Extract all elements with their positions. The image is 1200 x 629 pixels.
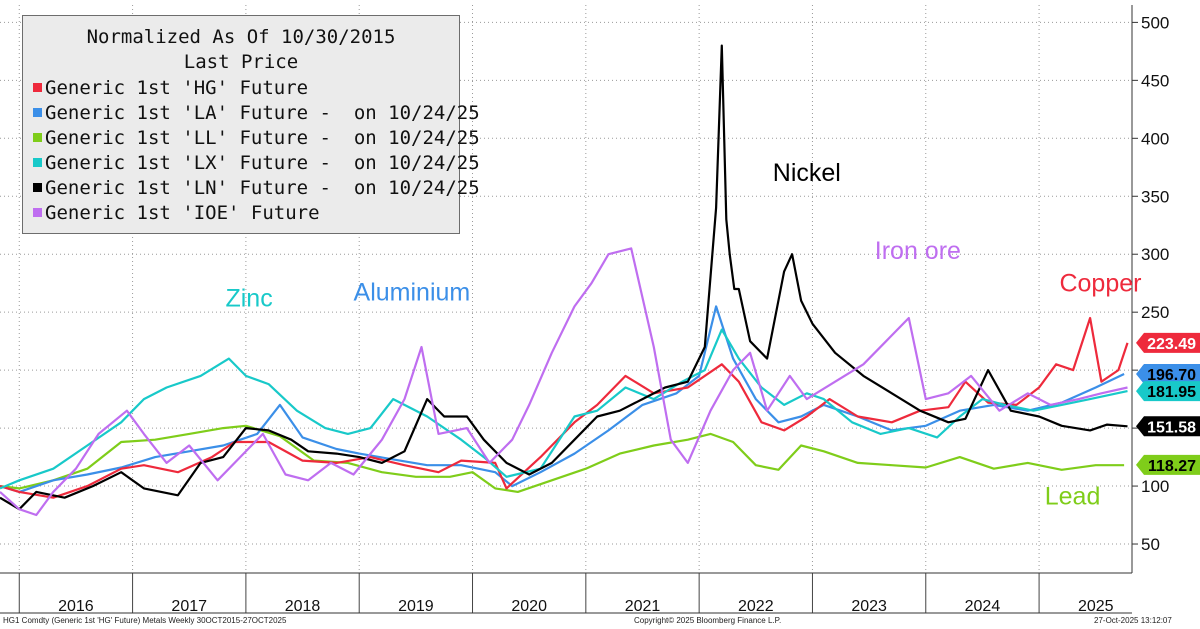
y-tick-label: 50 xyxy=(1141,535,1160,554)
series-line xyxy=(0,44,1128,511)
x-tick-label: 2019 xyxy=(398,598,434,615)
y-tick-label: 400 xyxy=(1141,129,1169,148)
annotation-label: Iron ore xyxy=(875,237,961,265)
last-value-tag: 223.49 xyxy=(1136,332,1200,353)
last-value-tag: 196.70 xyxy=(1136,363,1200,384)
annotation-layer: Nickel Iron ore Copper Zinc Aluminium Lead xyxy=(225,159,1141,510)
x-tick-label: 2023 xyxy=(851,598,887,615)
last-value-tag-bg xyxy=(1136,363,1200,384)
legend-subtitle: Last Price xyxy=(183,51,299,73)
annotation-label: Aluminium xyxy=(354,279,471,307)
last-value-tag-label: 196.70 xyxy=(1147,367,1196,384)
last-value-tag-label: 181.95 xyxy=(1147,384,1196,401)
y-tick-label: 250 xyxy=(1141,303,1169,322)
x-tick-label: 2017 xyxy=(171,598,207,615)
series-layer xyxy=(0,44,1129,517)
footer-copyright: Copyright© 2025 Bloomberg Finance L.P. xyxy=(634,616,782,625)
legend-entry-ll: Generic 1st 'LL' Future - on 10/24/25 xyxy=(23,125,480,150)
annotation-label: Copper xyxy=(1059,269,1141,297)
legend-entry-hg: Generic 1st 'HG' Future xyxy=(23,75,459,100)
x-tick-label: 2021 xyxy=(625,598,661,615)
last-value-tag-bg xyxy=(1136,454,1200,475)
last-value-tag-label: 151.58 xyxy=(1147,419,1196,436)
footer-source: HG1 Comdty (Generic 1st 'HG' Future) Met… xyxy=(3,616,287,625)
x-tick-label: 2024 xyxy=(965,598,1001,615)
legend-swatch xyxy=(33,158,42,167)
x-tick-label: 2025 xyxy=(1078,598,1114,615)
series-line xyxy=(0,305,1125,493)
legend-swatch xyxy=(33,108,42,117)
legend-entry-ioe: Generic 1st 'IOE' Future xyxy=(23,200,459,225)
series-line xyxy=(0,328,1128,490)
legend-entry-la: Generic 1st 'LA' Future - on 10/24/25 xyxy=(23,100,480,125)
x-tick-label: 2022 xyxy=(738,598,774,615)
last-value-tag: 181.95 xyxy=(1136,381,1200,402)
x-tick-label: 2018 xyxy=(285,598,321,615)
series-line xyxy=(0,247,1128,517)
last-value-tag: 151.58 xyxy=(1136,416,1200,437)
legend-label: Generic 1st 'LL' Future - on 10/24/25 xyxy=(45,126,480,149)
legend-label: Generic 1st 'LX' Future - on 10/24/25 xyxy=(45,151,480,174)
x-tick-label: 2016 xyxy=(58,598,94,615)
legend-entry-ln: Generic 1st 'LN' Future - on 10/24/25 xyxy=(23,175,480,200)
legend-label: Generic 1st 'LN' Future - on 10/24/25 xyxy=(45,176,480,199)
annotation-label: Zinc xyxy=(225,284,272,312)
legend-title: Normalized As Of 10/30/2015 xyxy=(86,26,396,48)
last-value-tag-label: 118.27 xyxy=(1148,458,1196,475)
legend-label: Generic 1st 'IOE' Future xyxy=(45,201,320,224)
x-tick-label: 2020 xyxy=(511,598,547,615)
y-tick-label: 500 xyxy=(1141,13,1169,32)
y-tick-label: 100 xyxy=(1141,477,1169,496)
last-value-tag-bg xyxy=(1136,416,1200,437)
last-value-tag-bg xyxy=(1136,381,1200,402)
y-tick-label: 300 xyxy=(1141,245,1169,264)
series-line xyxy=(0,424,1125,493)
legend-swatch xyxy=(33,133,42,142)
annotation-label: Lead xyxy=(1045,483,1101,511)
chart-legend: Normalized As Of 10/30/2015 Last Price G… xyxy=(22,15,480,234)
last-value-tag-bg xyxy=(1136,332,1200,353)
legend-label: Generic 1st 'LA' Future - on 10/24/25 xyxy=(45,101,480,124)
legend-swatch xyxy=(33,208,42,217)
series-line xyxy=(0,316,1129,499)
last-value-tag-label: 223.49 xyxy=(1147,336,1196,353)
legend-label: Generic 1st 'HG' Future xyxy=(45,76,309,99)
y-tick-label: 450 xyxy=(1141,71,1169,90)
footer-timestamp: 27-Oct-2025 13:12:07 xyxy=(1094,616,1172,625)
legend-swatch xyxy=(33,183,42,192)
annotation-label: Nickel xyxy=(773,159,841,187)
last-value-tag: 118.27 xyxy=(1136,454,1200,475)
y-tick-label: 350 xyxy=(1141,187,1169,206)
legend-swatch xyxy=(33,83,42,92)
legend-entry-lx: Generic 1st 'LX' Future - on 10/24/25 xyxy=(23,150,480,175)
